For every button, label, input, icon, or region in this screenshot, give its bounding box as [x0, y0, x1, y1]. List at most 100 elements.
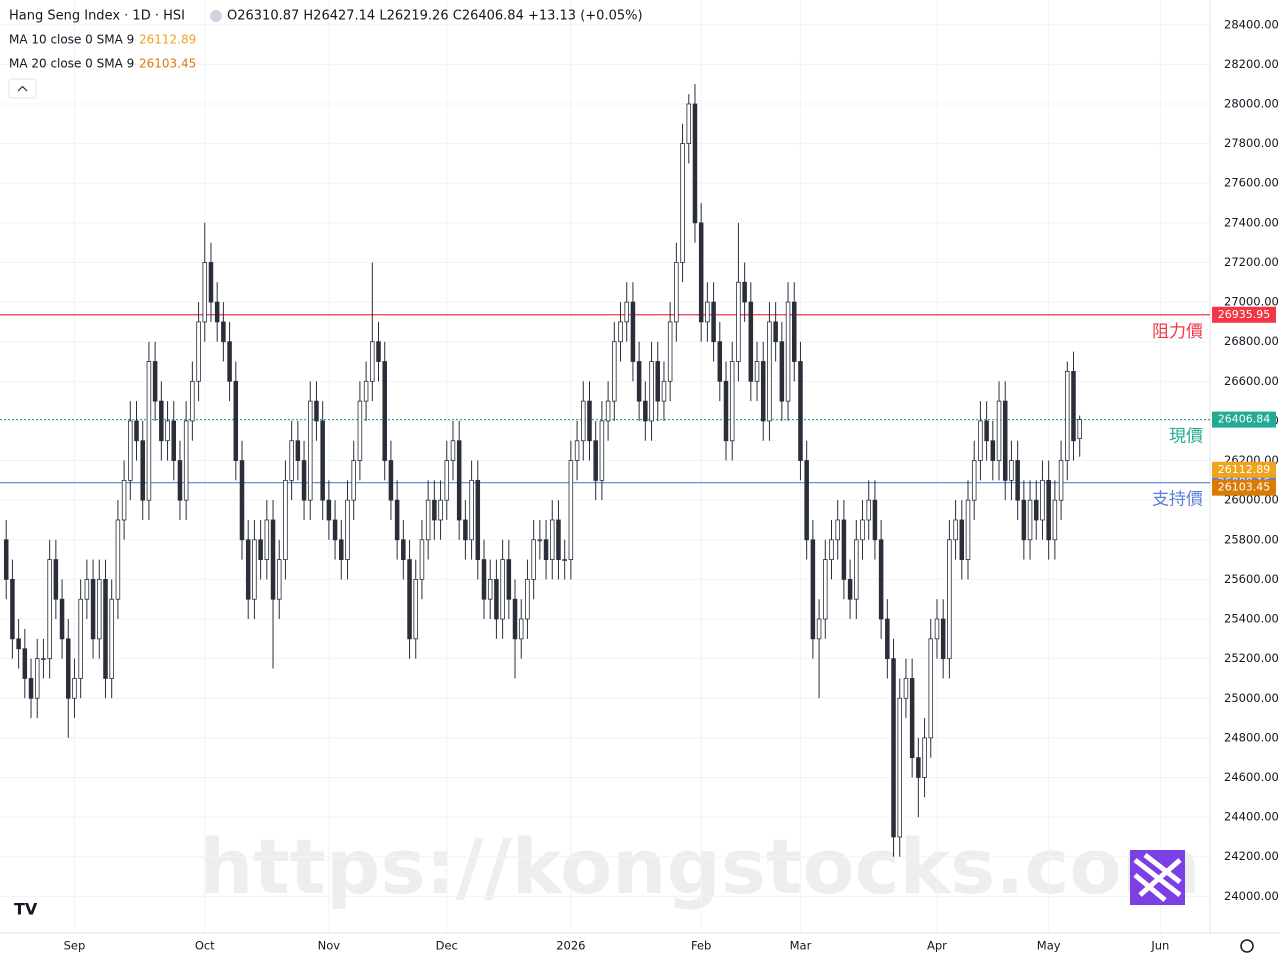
- candle-body: [165, 420, 170, 442]
- candle-body: [891, 658, 896, 838]
- candle-body: [990, 440, 996, 461]
- candle-body: [1071, 371, 1076, 442]
- candle-body: [922, 737, 927, 778]
- y-tick-label: 25600.00: [1224, 572, 1279, 586]
- y-tick-label: 26000.00: [1224, 493, 1279, 507]
- candle-body: [245, 539, 251, 600]
- y-tick-label: 27800.00: [1224, 136, 1279, 150]
- candle-body: [686, 103, 692, 145]
- candle-body: [202, 262, 208, 323]
- candle-body: [72, 678, 77, 699]
- candle-body: [103, 579, 108, 679]
- candle-body: [425, 499, 431, 541]
- candle-body: [59, 598, 65, 640]
- x-tick-label: Sep: [64, 939, 86, 953]
- candle-body: [34, 658, 40, 699]
- settings-button[interactable]: [1240, 939, 1254, 953]
- candle-body: [599, 420, 605, 481]
- candle-body: [382, 361, 387, 461]
- candle-body: [674, 262, 679, 323]
- y-tick-label: 24800.00: [1224, 730, 1279, 744]
- candle-body: [860, 519, 865, 541]
- candle-body: [978, 420, 983, 461]
- candle-body: [332, 519, 338, 541]
- candle-body: [1021, 499, 1027, 541]
- candle-body: [295, 440, 301, 461]
- y-tick-label: 24000.00: [1224, 889, 1279, 903]
- candle-body: [183, 420, 189, 501]
- price-label: 26406.84: [1218, 413, 1271, 426]
- candle-body: [525, 579, 530, 620]
- candle-body: [953, 519, 958, 541]
- candle-body: [357, 400, 363, 461]
- candle-body: [270, 519, 276, 600]
- candle-body: [314, 400, 319, 422]
- y-tick-label: 24600.00: [1224, 770, 1279, 784]
- candle-body: [779, 341, 785, 402]
- candle-body: [823, 559, 828, 620]
- symbol: Hang Seng Index · 1D · HSI: [9, 9, 185, 24]
- candle-body: [568, 460, 574, 560]
- candle-body: [84, 579, 90, 600]
- candle-body: [1002, 400, 1008, 481]
- candle-body: [866, 499, 871, 521]
- candle-body: [90, 579, 96, 640]
- candle-body: [723, 380, 729, 442]
- candle-body: [1065, 371, 1070, 461]
- candle-body: [339, 539, 344, 560]
- candle-body: [438, 499, 443, 521]
- candle-body: [711, 301, 716, 343]
- candle-body: [140, 440, 145, 501]
- candle-body: [661, 380, 667, 402]
- ma-label: MA 20 close 0 SMA 9: [9, 57, 134, 71]
- candle-body: [605, 400, 611, 422]
- level-name: 阻力價: [1152, 322, 1203, 342]
- candle-body: [754, 361, 760, 382]
- status-dot[interactable]: [210, 10, 222, 22]
- candle-body: [65, 638, 71, 699]
- candle-body: [729, 361, 735, 442]
- candle-body: [351, 460, 356, 501]
- candle-body: [432, 499, 437, 521]
- candle-body: [916, 757, 921, 778]
- candle-body: [289, 440, 294, 481]
- watermark: https://kongstocks.com: [199, 822, 1200, 911]
- candle-body: [897, 697, 903, 838]
- logo-pattern: [1133, 853, 1182, 902]
- candle-body: [456, 440, 462, 521]
- candle-body: [233, 380, 239, 461]
- candle-body: [760, 361, 766, 422]
- candle-body: [196, 321, 201, 382]
- ma-price-label: 26112.89: [1218, 463, 1271, 476]
- ma-value: 26103.45: [139, 57, 196, 71]
- candle-body: [959, 519, 965, 560]
- candle-body: [487, 579, 493, 600]
- candle-body: [500, 559, 505, 620]
- candle-body: [208, 262, 214, 303]
- candle-body: [872, 499, 878, 541]
- candle-body: [1015, 460, 1020, 501]
- candle-body: [506, 559, 512, 600]
- ma-value: 26112.89: [139, 33, 196, 47]
- y-tick-label: 27200.00: [1224, 255, 1279, 269]
- candle-body: [258, 539, 263, 560]
- candle-body: [376, 341, 381, 362]
- candle-body: [252, 539, 257, 600]
- candle-body: [413, 579, 419, 640]
- candle-body: [692, 103, 698, 224]
- y-tick-label: 25200.00: [1224, 651, 1279, 665]
- candle-body: [276, 559, 282, 600]
- candle-body: [667, 321, 673, 382]
- candle-body: [996, 400, 1002, 461]
- candle-body: [581, 400, 586, 442]
- candle-body: [804, 460, 809, 541]
- x-tick-label: Mar: [790, 939, 812, 953]
- candle-body: [239, 460, 245, 541]
- x-tick-label: Oct: [195, 939, 215, 953]
- collapse-button[interactable]: [8, 78, 37, 99]
- y-tick-label: 27400.00: [1224, 215, 1279, 229]
- candle-body: [214, 301, 220, 323]
- candle-body: [512, 598, 518, 640]
- candle-body: [41, 658, 46, 661]
- candle-body: [630, 301, 636, 362]
